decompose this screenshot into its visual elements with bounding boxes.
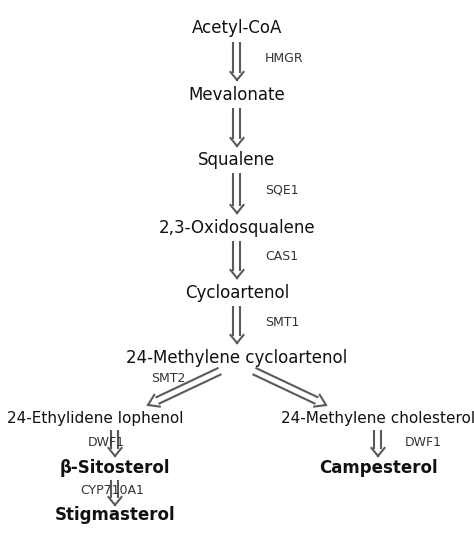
Text: SMT2: SMT2 [151, 371, 185, 385]
Text: Squalene: Squalene [199, 151, 275, 169]
Text: 24-Methylene cholesterol: 24-Methylene cholesterol [281, 410, 474, 425]
Text: 24-Ethylidene lophenol: 24-Ethylidene lophenol [7, 410, 183, 425]
Text: Acetyl-CoA: Acetyl-CoA [192, 19, 282, 37]
Text: SQE1: SQE1 [265, 184, 299, 196]
Text: Campesterol: Campesterol [319, 459, 438, 477]
Text: SMT1: SMT1 [265, 316, 300, 328]
Text: β-Sitosterol: β-Sitosterol [60, 459, 170, 477]
Text: CAS1: CAS1 [265, 250, 298, 264]
Text: Cycloartenol: Cycloartenol [185, 284, 289, 302]
Text: DWF1: DWF1 [88, 437, 125, 449]
Text: 2,3-Oxidosqualene: 2,3-Oxidosqualene [159, 219, 315, 237]
Text: CYP710A1: CYP710A1 [80, 485, 144, 498]
Text: HMGR: HMGR [265, 51, 304, 65]
Text: Mevalonate: Mevalonate [189, 86, 285, 104]
Text: 24-Methylene cycloartenol: 24-Methylene cycloartenol [127, 349, 347, 367]
Text: Stigmasterol: Stigmasterol [55, 506, 175, 524]
Text: DWF1: DWF1 [405, 437, 442, 449]
